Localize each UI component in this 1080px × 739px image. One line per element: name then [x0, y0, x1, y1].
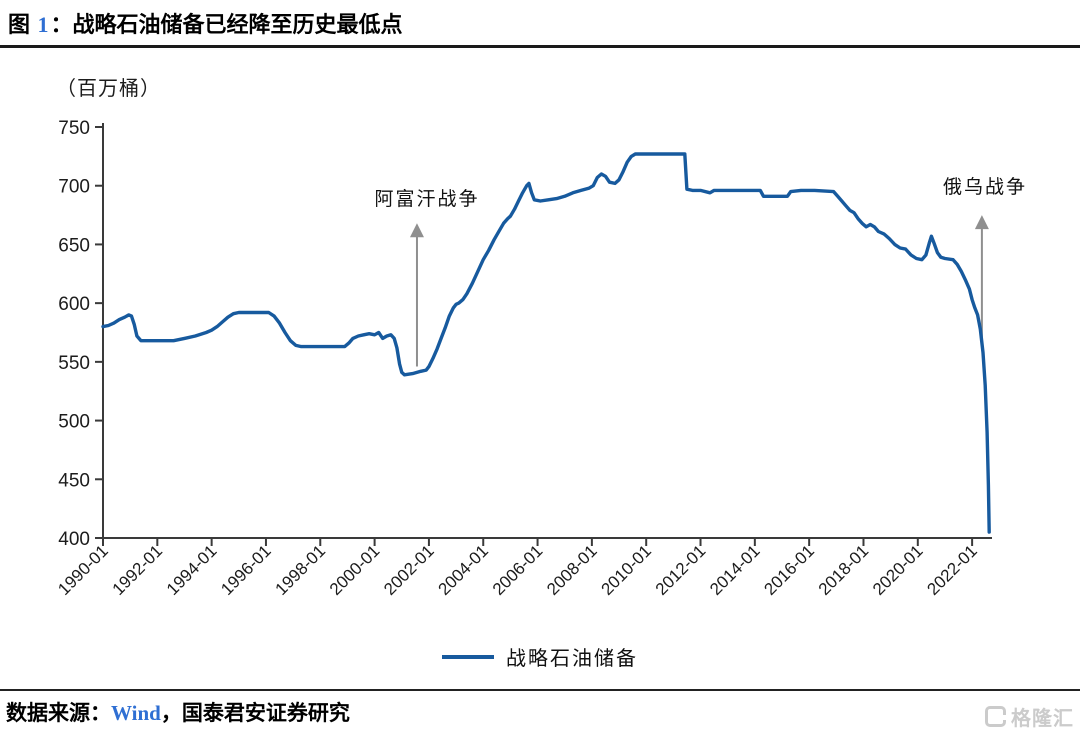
x-tick-label: 1992-01: [109, 541, 167, 599]
gelonghui-logo-icon: [985, 706, 1006, 727]
x-tick-label: 2020-01: [869, 541, 927, 599]
gelonghui-watermark: 格隆汇: [985, 702, 1074, 731]
y-axis-unit-label: （百万桶）: [56, 78, 161, 100]
x-tick-label: 2018-01: [815, 541, 873, 599]
data-source-note: 数据来源：Wind，国泰君安证券研究: [6, 697, 350, 727]
y-tick-label: 550: [58, 353, 90, 374]
axis-lines: [102, 123, 992, 539]
figure-title: 图 1：战略石油储备已经降至历史最低点: [8, 7, 403, 39]
x-tick-label: 1998-01: [272, 541, 330, 599]
gelonghui-logo-text: 格隆汇: [1011, 708, 1074, 730]
spr-data-line: [101, 152, 991, 534]
y-tick-label: 400: [58, 529, 90, 550]
title-divider: [0, 45, 1080, 48]
x-tick-label: 1994-01: [163, 541, 221, 599]
y-tick-label: 750: [58, 118, 90, 139]
legend-line-swatch: [442, 654, 494, 659]
x-tick-label: 2002-01: [380, 541, 438, 599]
x-tick-label: 2016-01: [760, 541, 818, 599]
x-tick-label: 2008-01: [543, 541, 601, 599]
figure-title-text: 战略石油储备已经降至历史最低点: [72, 12, 403, 37]
x-tick-label: 2000-01: [326, 541, 384, 599]
source-prefix: 数据来源：: [6, 701, 111, 725]
x-tick-label: 2010-01: [597, 541, 655, 599]
annotation-arrow-head: [409, 223, 424, 238]
figure-label: 图: [8, 12, 31, 37]
x-tick-label: 2006-01: [489, 541, 547, 599]
y-tick-label: 650: [58, 235, 90, 256]
y-tick-label: 450: [58, 470, 90, 491]
x-tick-label: 2004-01: [435, 541, 493, 599]
annotation-russia-ukraine-war: 俄乌战争: [942, 177, 1027, 198]
source-wind: Wind: [111, 701, 161, 725]
legend-series-label: 战略石油储备: [506, 648, 638, 670]
x-tick-label: 1996-01: [217, 541, 275, 599]
chart-legend: 战略石油储备: [0, 642, 1080, 671]
x-tick-label: 1990-01: [54, 541, 112, 599]
source-suffix: ，国泰君安证券研究: [160, 701, 350, 725]
y-tick-label: 500: [58, 412, 90, 433]
y-tick-label: 600: [58, 294, 90, 315]
annotation-afghanistan-war: 阿富汗战争: [374, 189, 480, 210]
annotation-arrow-head: [974, 215, 989, 230]
x-tick-label: 2014-01: [706, 541, 764, 599]
figure-number: 1: [37, 12, 49, 37]
figure-separator: ：: [50, 12, 73, 37]
footer-divider: [0, 689, 1080, 691]
x-tick-label: 2012-01: [652, 541, 710, 599]
y-tick-label: 700: [58, 177, 90, 198]
x-tick-label: 2022-01: [923, 541, 981, 599]
